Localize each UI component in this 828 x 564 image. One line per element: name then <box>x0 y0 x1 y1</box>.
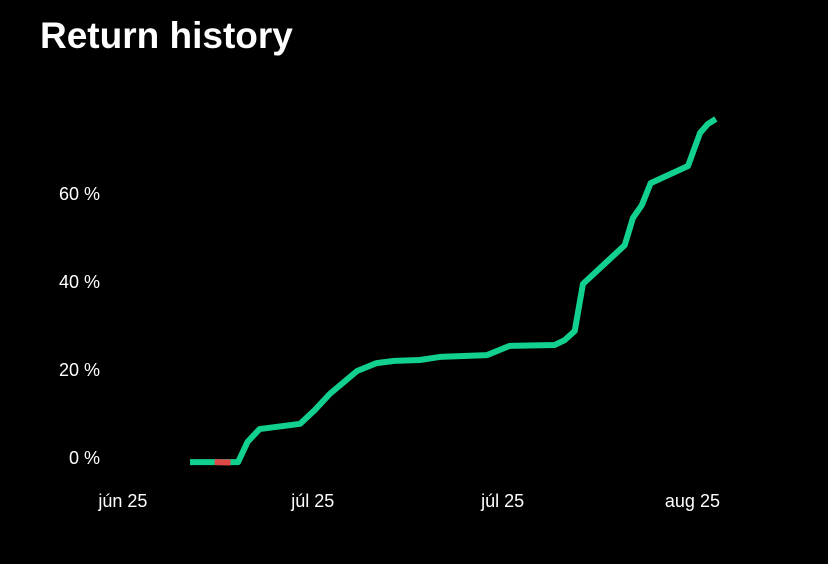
x-tick-label: aug 25 <box>665 491 720 511</box>
line <box>189 116 718 466</box>
x-tick-label: júl 25 <box>480 491 524 511</box>
y-tick-label: 40 % <box>59 272 100 292</box>
y-tick-label: 0 % <box>69 448 100 468</box>
chart-title: Return history <box>40 15 293 56</box>
y-tick-label: 60 % <box>59 184 100 204</box>
y-tick-label: 20 % <box>59 360 100 380</box>
x-tick-label: júl 25 <box>290 491 334 511</box>
x-tick-label: jún 25 <box>97 491 147 511</box>
